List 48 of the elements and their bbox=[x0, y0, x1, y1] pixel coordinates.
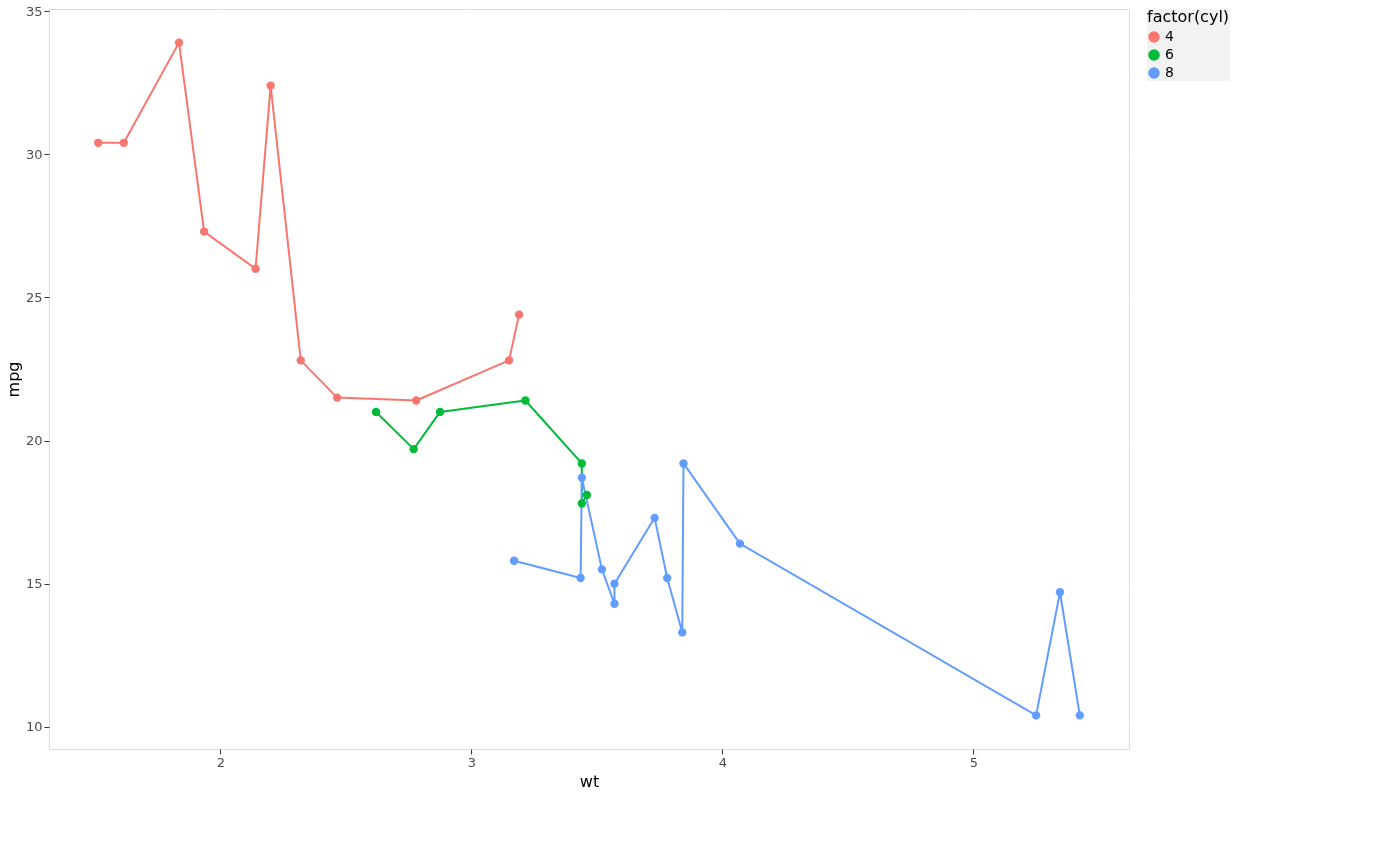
point bbox=[409, 444, 418, 454]
y-axis-title: mpg bbox=[3, 361, 23, 398]
point bbox=[332, 393, 342, 402]
point bbox=[371, 407, 381, 417]
point bbox=[296, 356, 305, 365]
x-tick-label: 2 bbox=[216, 754, 226, 770]
legend-label: 8 bbox=[1165, 64, 1174, 80]
point bbox=[504, 356, 514, 365]
point bbox=[679, 459, 688, 468]
point bbox=[650, 513, 659, 523]
point bbox=[119, 138, 128, 147]
point bbox=[509, 556, 519, 565]
point bbox=[678, 628, 687, 637]
point bbox=[174, 38, 184, 47]
point bbox=[94, 138, 103, 147]
point bbox=[435, 407, 445, 417]
y-tick-label: 10 bbox=[25, 719, 43, 735]
legend-label: 4 bbox=[1165, 28, 1174, 44]
point bbox=[610, 579, 619, 588]
point bbox=[663, 573, 672, 583]
x-tick-label: 4 bbox=[718, 754, 728, 770]
point bbox=[266, 81, 275, 90]
point bbox=[597, 565, 607, 574]
y-tick-label: 30 bbox=[25, 146, 43, 162]
point bbox=[735, 539, 745, 548]
x-tick-label: 5 bbox=[969, 754, 979, 770]
y-tick-label: 35 bbox=[25, 3, 43, 19]
legend-title: factor(cyl) bbox=[1147, 7, 1230, 26]
point bbox=[199, 227, 209, 236]
y-tick-label: 15 bbox=[25, 576, 43, 592]
point bbox=[1031, 711, 1041, 720]
x-tick-label: 3 bbox=[467, 754, 477, 770]
point bbox=[582, 490, 592, 500]
point bbox=[577, 473, 587, 482]
x-axis-title: wt bbox=[579, 771, 600, 791]
point bbox=[514, 310, 524, 319]
point bbox=[576, 573, 585, 583]
point bbox=[577, 499, 587, 508]
y-tick-label: 25 bbox=[25, 289, 43, 305]
point bbox=[1055, 588, 1065, 597]
point bbox=[521, 396, 530, 405]
point bbox=[412, 396, 421, 405]
point bbox=[577, 459, 587, 468]
point bbox=[610, 599, 619, 608]
point bbox=[1075, 711, 1084, 720]
legend-label: 6 bbox=[1165, 46, 1174, 62]
y-tick-label: 20 bbox=[25, 433, 43, 449]
point bbox=[251, 264, 260, 273]
